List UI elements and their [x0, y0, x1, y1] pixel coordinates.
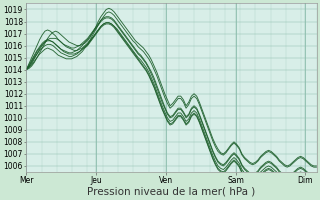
X-axis label: Pression niveau de la mer( hPa ): Pression niveau de la mer( hPa ): [87, 187, 256, 197]
